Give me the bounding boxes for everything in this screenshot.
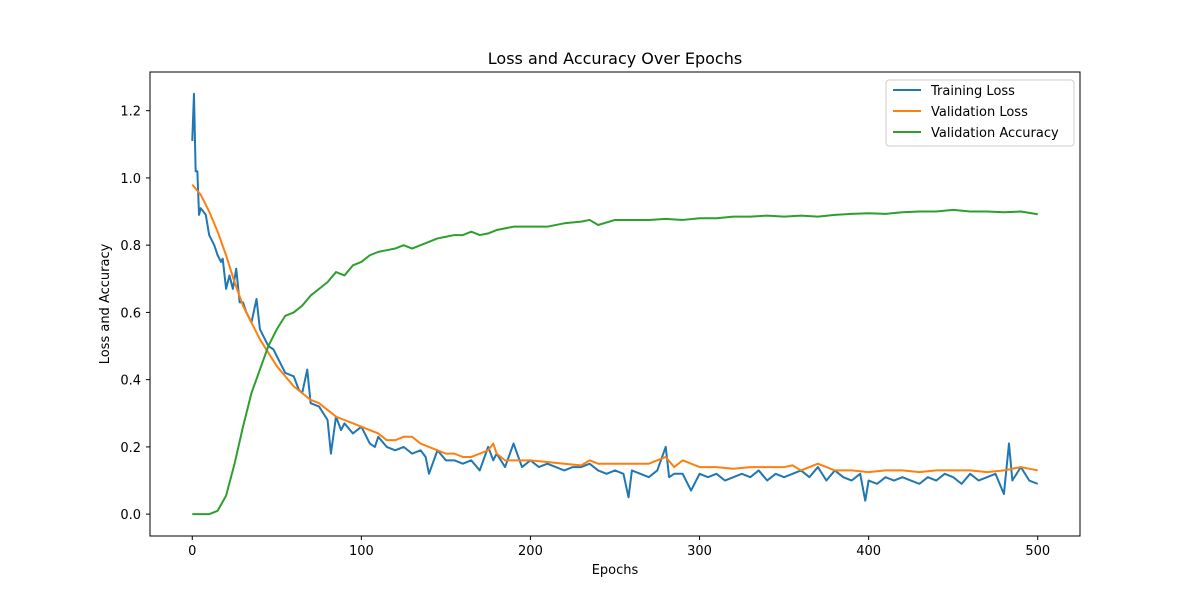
- y-tick-label: 0.4: [120, 374, 141, 389]
- legend: Training Loss Validation Loss Validation A…: [885, 79, 1075, 147]
- y-tick-label: 0.8: [120, 239, 141, 254]
- series-layer: [191, 92, 1039, 516]
- x-axis: 0 100 200 300 400 500: [188, 536, 1050, 559]
- x-axis-label: Epochs: [592, 563, 639, 578]
- y-axis-label: Loss and Accuracy: [98, 243, 113, 364]
- legend-label-training-loss: Training Loss: [930, 84, 1015, 99]
- x-tick-label: 100: [349, 544, 374, 559]
- legend-label-validation-accuracy: Validation Accuracy: [931, 126, 1059, 141]
- series-line-validation-loss: [191, 183, 1038, 474]
- x-tick-label: 400: [856, 544, 881, 559]
- legend-box: [885, 79, 1075, 147]
- x-tick-label: 500: [1025, 544, 1050, 559]
- plot-frame: [149, 71, 1081, 537]
- chart-title: Loss and Accuracy Over Epochs: [488, 49, 742, 68]
- y-tick-label: 1.0: [120, 172, 141, 187]
- x-tick-label: 200: [518, 544, 543, 559]
- series-line-training-loss: [191, 92, 1039, 502]
- y-axis: 0.0 0.2 0.4 0.6 0.8 1.0 1.2: [120, 105, 150, 523]
- x-tick-label: 300: [687, 544, 712, 559]
- y-tick-label: 1.2: [120, 105, 141, 120]
- series-line-validation-accuracy: [192, 208, 1038, 516]
- legend-label-validation-loss: Validation Loss: [931, 105, 1028, 120]
- x-tick-label: 0: [188, 544, 196, 559]
- y-tick-label: 0.6: [120, 306, 141, 321]
- y-tick-label: 0.0: [120, 508, 141, 523]
- y-tick-label: 0.2: [120, 441, 141, 456]
